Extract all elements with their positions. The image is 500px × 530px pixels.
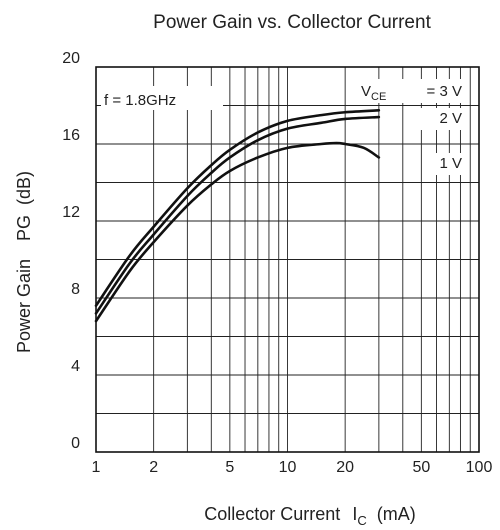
y-tick-labels: 0 4 8 12 16 20 xyxy=(62,50,80,452)
y-axis-label-main: Power Gain xyxy=(14,259,34,353)
legend-vce-symbol: V xyxy=(361,83,371,100)
x-tick-label: 5 xyxy=(225,459,234,476)
y-axis-label-unit: (dB) xyxy=(14,171,34,205)
x-tick-label: 1 xyxy=(92,459,101,476)
curve-vce-3v xyxy=(94,109,381,307)
label-background xyxy=(420,108,466,130)
legend-vce-label: VCE xyxy=(361,83,386,103)
x-axis-label-subscript: C xyxy=(357,513,366,528)
y-tick-label: 16 xyxy=(62,127,80,144)
legend-series-1v: 1 V xyxy=(439,155,462,172)
legend-series-3v: = 3 V xyxy=(427,83,462,100)
x-tick-label: 50 xyxy=(412,459,430,476)
x-axis-label-main: Collector Current xyxy=(204,504,340,524)
grid xyxy=(96,67,479,452)
x-axis-label-unit: (mA) xyxy=(377,504,416,524)
x-tick-label: 10 xyxy=(279,459,297,476)
legend-vce-subscript: CE xyxy=(371,91,386,103)
chart-title: Power Gain vs. Collector Current xyxy=(153,12,431,33)
x-axis-label: Collector Current IC (mA) xyxy=(204,504,415,528)
x-tick-label: 20 xyxy=(336,459,354,476)
legend-series-2v: 2 V xyxy=(439,110,462,127)
frequency-annotation: f = 1.8GHz xyxy=(104,92,176,109)
y-tick-label: 8 xyxy=(71,281,80,298)
curve-vce-1v xyxy=(94,141,381,323)
y-tick-label: 12 xyxy=(62,204,80,221)
y-tick-label: 0 xyxy=(71,435,80,452)
x-tick-labels: 1 2 5 10 20 50 100 xyxy=(92,459,493,476)
label-background xyxy=(422,153,466,175)
label-background xyxy=(101,86,223,110)
series-curves xyxy=(94,109,381,323)
y-tick-label: 4 xyxy=(71,358,80,375)
x-tick-label: 100 xyxy=(466,459,493,476)
label-background xyxy=(356,79,466,103)
y-axis-label: Power Gain PG (dB) xyxy=(14,171,34,353)
x-tick-label: 2 xyxy=(149,459,158,476)
curve-vce-2v xyxy=(94,115,381,315)
plot-frame xyxy=(95,66,480,453)
y-tick-label: 20 xyxy=(62,50,80,67)
y-axis-label-symbol: PG xyxy=(14,215,34,241)
label-backgrounds xyxy=(101,79,466,175)
x-axis-label-symbol: I xyxy=(352,504,357,524)
